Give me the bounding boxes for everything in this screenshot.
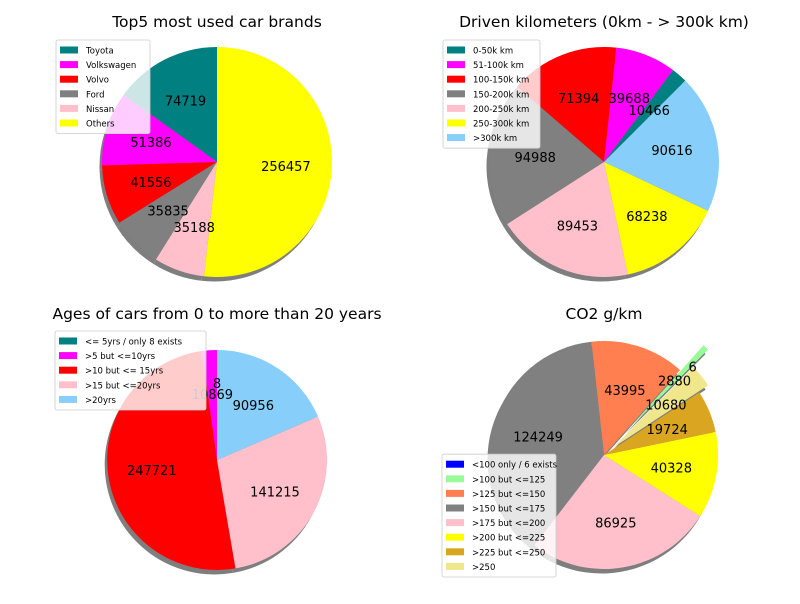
charts-layer: Top5 most used car brands 74719 51386 41556…: [52, 13, 748, 577]
slice-value-label: 124249: [513, 431, 563, 446]
slice-value-label: 10680: [645, 399, 686, 414]
legend-swatch: [60, 76, 78, 83]
legend-label: <100 only / 6 exists: [472, 461, 558, 471]
legend-swatch: [447, 134, 465, 141]
legend-swatch: [59, 338, 77, 345]
legend-swatch: [446, 563, 464, 570]
slice-value-label: 35835: [147, 205, 188, 220]
legend-swatch: [447, 120, 465, 127]
legend-swatch: [447, 76, 465, 83]
legend-swatch: [60, 120, 78, 127]
chart-title: Top5 most used car brands: [111, 13, 322, 31]
pie-chart-3: Ages of cars from 0 to more than 20 year…: [52, 305, 381, 574]
legend-frame: [442, 454, 556, 577]
legend-label: 51-100k km: [473, 61, 524, 71]
legend-label: >5 but <=10yrs: [85, 352, 156, 362]
legend-label: >20yrs: [85, 396, 116, 406]
legend-label: 150-200k km: [473, 90, 529, 100]
slice-value-label: 51386: [130, 136, 171, 151]
slice-value-label: 89453: [557, 220, 598, 235]
legend-label: >10 but <= 15yrs: [85, 367, 164, 377]
slice-value-label: 2880: [658, 375, 691, 390]
slice-value-label: 86925: [595, 516, 636, 531]
pie-chart-1: Top5 most used car brands 74719 51386 41556…: [56, 13, 332, 282]
legend-swatch: [447, 105, 465, 112]
slice-value-label: 90956: [233, 399, 274, 414]
slice-value-label: 71394: [558, 92, 599, 107]
legend-swatch: [446, 461, 464, 468]
legend-label: >15 but <=20yrs: [85, 381, 161, 391]
legend-label: >100 but <=125: [472, 475, 545, 485]
legend-label: >175 but <=200: [472, 519, 545, 529]
pie-chart-2: Driven kilometers (0km - > 300k km)10466…: [443, 13, 749, 282]
legend: 0-50k km 51-100k km 100-150k km 150-200k km…: [443, 40, 540, 148]
slice-value-label: 94988: [515, 151, 556, 166]
chart-title: Ages of cars from 0 to more than 20 year…: [52, 305, 381, 323]
legend-swatch: [446, 534, 464, 541]
legend-label: >225 but <=250: [472, 548, 545, 558]
legend-swatch: [447, 90, 465, 97]
legend-label: Volvo: [86, 76, 109, 86]
legend-label: Volkswagen: [86, 61, 136, 71]
legend-label: 100-150k km: [473, 76, 529, 86]
slice-value-label: 141215: [250, 486, 300, 501]
legend-label: >200 but <=225: [472, 534, 545, 544]
legend-swatch: [446, 548, 464, 555]
chart-title: Driven kilometers (0km - > 300k km): [459, 13, 749, 31]
legend-label: >300k km: [473, 134, 517, 144]
legend-swatch: [447, 47, 465, 54]
legend-label: >250: [472, 563, 495, 573]
legend-label: Ford: [86, 90, 105, 100]
legend-swatch: [59, 396, 77, 403]
slice-value-label: 41556: [130, 176, 171, 191]
legend-label: <= 5yrs / only 8 exists: [85, 338, 183, 348]
legend-label: Nissan: [86, 105, 114, 115]
chart-title: CO2 g/km: [566, 305, 643, 323]
legend-label: 250-300k km: [473, 120, 529, 130]
legend-label: 200-250k km: [473, 105, 529, 115]
slice-value-label: 43995: [604, 384, 645, 399]
legend-swatch: [59, 367, 77, 374]
legend-swatch: [60, 61, 78, 68]
legend-swatch: [60, 90, 78, 97]
legend-label: 0-50k km: [473, 47, 513, 57]
slice-value-label: 68238: [626, 210, 667, 225]
legend-swatch: [446, 505, 464, 512]
slice-value-label: 6: [689, 360, 697, 375]
legend: <100 only / 6 exists >100 but <=125 >125 b…: [442, 454, 558, 577]
legend-label: Toyota: [85, 47, 114, 57]
slice-value-label: 35188: [174, 221, 215, 236]
slice-value-label: 256457: [261, 160, 311, 175]
slice-value-label: 74719: [165, 95, 206, 110]
legend: <= 5yrs / only 8 exists >5 but <=10yrs >10…: [55, 331, 206, 410]
legend-swatch: [446, 490, 464, 497]
legend-swatch: [446, 475, 464, 482]
legend-swatch: [59, 352, 77, 359]
legend: Toyota Volkswagen Volvo Ford Nissan Others: [56, 40, 150, 134]
slice-value-label: 40328: [651, 461, 692, 476]
slice-value-label: 247721: [127, 464, 177, 479]
legend-swatch: [60, 105, 78, 112]
legend-swatch: [446, 519, 464, 526]
legend-label: >150 but <=175: [472, 505, 545, 515]
legend-swatch: [59, 381, 77, 388]
slice-value-label: 39688: [609, 92, 650, 107]
legend-swatch: [447, 61, 465, 68]
legend-label: Others: [86, 120, 115, 130]
slice-value-label: 19724: [647, 423, 688, 438]
legend-swatch: [60, 47, 78, 54]
legend-label: >125 but <=150: [472, 490, 545, 500]
slice-value-label: 90616: [651, 144, 692, 159]
